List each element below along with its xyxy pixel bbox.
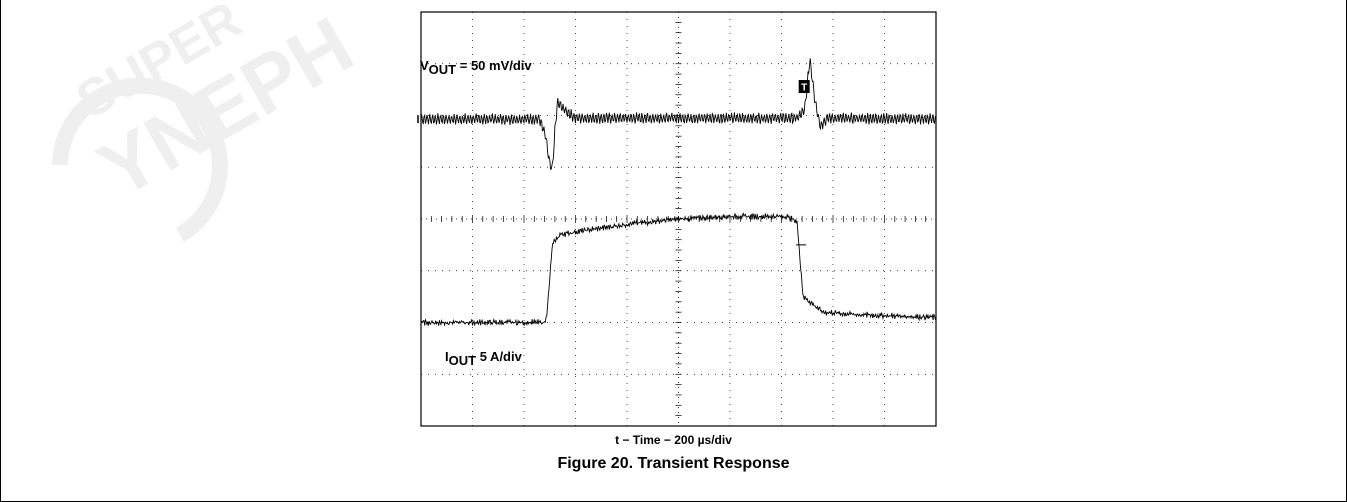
- vout-scale-label: VOUT = 50 mV/div: [420, 58, 532, 77]
- trace-series: [420, 58, 937, 170]
- trace-series: [420, 212, 937, 327]
- traces: [420, 58, 937, 327]
- grid: [420, 11, 937, 427]
- trigger-marker-label: T: [801, 83, 807, 94]
- iout-label-main: I: [445, 349, 449, 364]
- iout-label-suffix: 5 A/div: [476, 349, 522, 364]
- vout-label-suffix: = 50 mV/div: [456, 58, 532, 73]
- iout-scale-label: IOUT 5 A/div: [445, 349, 522, 368]
- vout-label-main: V: [420, 58, 429, 73]
- trigger-marker: [798, 80, 810, 94]
- figure-caption: Figure 20. Transient Response: [557, 455, 790, 472]
- x-axis-label: t − Time − 200 µs/div: [615, 433, 732, 447]
- iout-label-sub: OUT: [448, 353, 477, 368]
- vout-label-sub: OUT: [428, 62, 457, 77]
- marks: T: [417, 80, 810, 246]
